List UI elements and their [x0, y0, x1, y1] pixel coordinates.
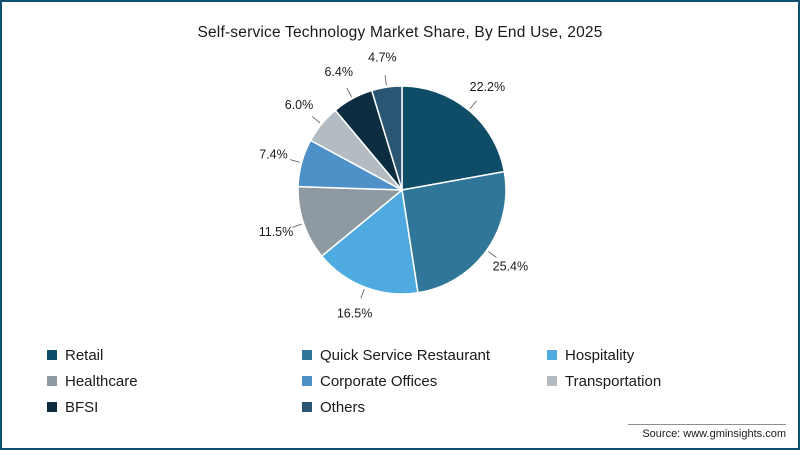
legend-label: Healthcare [65, 372, 138, 390]
chart-legend: Retail Quick Service Restaurant Hospitalit… [47, 342, 777, 420]
legend-swatch [302, 376, 312, 386]
legend-label: BFSI [65, 398, 99, 416]
legend-item-transportation: Transportation [547, 373, 777, 390]
pie-label-bfsi: 6.4% [324, 65, 353, 79]
legend-label: Quick Service Restaurant [320, 346, 491, 364]
legend-label: Transportation [565, 372, 662, 390]
leader-line [360, 288, 365, 299]
legend-item-quick-service-restaurant: Quick Service Restaurant [302, 347, 547, 364]
source-note: Source: www.gminsights.com [628, 424, 786, 440]
legend-label: Corporate Offices [320, 372, 438, 390]
legend-item-retail: Retail [47, 347, 302, 364]
pie-slice-others [371, 85, 403, 191]
legend-item-bfsi: BFSI [47, 399, 302, 416]
leader-line [488, 251, 497, 258]
legend-swatch [302, 402, 312, 412]
legend-swatch [47, 376, 57, 386]
legend-label: Others [320, 398, 366, 416]
pie-slice-retail [401, 85, 506, 191]
pie-slice-healthcare [297, 185, 403, 257]
leader-line [311, 116, 321, 124]
pie-label-retail: 22.2% [470, 80, 505, 94]
legend-swatch [47, 350, 57, 360]
pie-label-quick-service-restaurant: 25.4% [493, 260, 528, 274]
legend-item-corporate-offices: Corporate Offices [302, 373, 547, 390]
pie-label-hospitality: 16.5% [337, 307, 372, 321]
legend-item-others: Others [302, 399, 547, 416]
pie-label-transportation: 6.0% [285, 98, 314, 112]
leader-line [384, 75, 387, 86]
pie-label-others: 4.7% [368, 51, 397, 65]
legend-swatch [547, 376, 557, 386]
legend-item-healthcare: Healthcare [47, 373, 302, 390]
pie-chart: 22.2% 25.4% 16.5% 11.5% 7.4% 6.0% 6.4% 4.7% [259, 51, 528, 321]
chart-title: Self-service Technology Market Share, By… [197, 24, 603, 41]
legend-label: Retail [65, 346, 104, 364]
legend-label: Hospitality [565, 346, 635, 364]
legend-swatch [47, 402, 57, 412]
pie-label-healthcare: 11.5% [259, 225, 294, 239]
pie-slice-hospitality [320, 189, 419, 295]
leader-line [289, 159, 300, 163]
legend-swatch [302, 350, 312, 360]
pie-label-corporate-offices: 7.4% [259, 147, 288, 161]
leader-line [469, 100, 477, 109]
leader-line [346, 87, 352, 97]
pie-slice-quick-service-restaurant [401, 170, 507, 294]
leader-line [292, 223, 302, 228]
legend-item-hospitality: Hospitality [547, 347, 777, 364]
legend-swatch [547, 350, 557, 360]
